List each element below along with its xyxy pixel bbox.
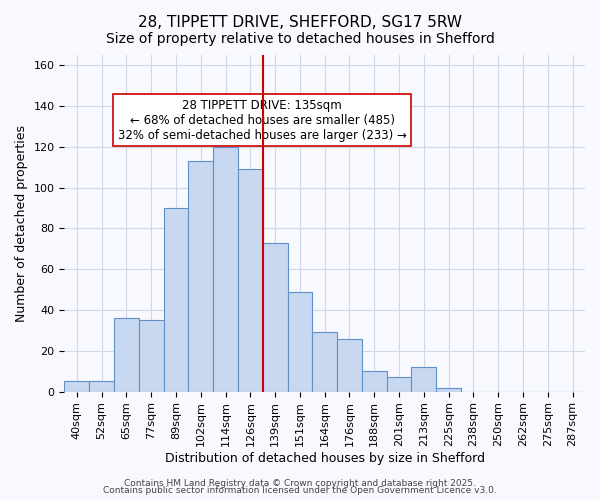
Bar [188,161,213,392]
Bar [362,371,386,392]
Y-axis label: Number of detached properties: Number of detached properties [15,125,28,322]
Bar [313,332,337,392]
Bar [337,338,362,392]
Bar [238,169,263,392]
Text: 28 TIPPETT DRIVE: 135sqm
← 68% of detached houses are smaller (485)
32% of semi-: 28 TIPPETT DRIVE: 135sqm ← 68% of detach… [118,99,407,142]
Text: Contains public sector information licensed under the Open Government Licence v3: Contains public sector information licen… [103,486,497,495]
Bar [164,208,188,392]
Bar [213,147,238,392]
Text: Size of property relative to detached houses in Shefford: Size of property relative to detached ho… [106,32,494,46]
Bar [386,378,412,392]
Bar [436,388,461,392]
Bar [412,367,436,392]
Bar [287,292,313,392]
Bar [139,320,164,392]
X-axis label: Distribution of detached houses by size in Shefford: Distribution of detached houses by size … [165,452,485,465]
Text: 28, TIPPETT DRIVE, SHEFFORD, SG17 5RW: 28, TIPPETT DRIVE, SHEFFORD, SG17 5RW [138,15,462,30]
Bar [263,242,287,392]
Bar [89,382,114,392]
Bar [64,382,89,392]
Bar [114,318,139,392]
Text: Contains HM Land Registry data © Crown copyright and database right 2025.: Contains HM Land Registry data © Crown c… [124,478,476,488]
